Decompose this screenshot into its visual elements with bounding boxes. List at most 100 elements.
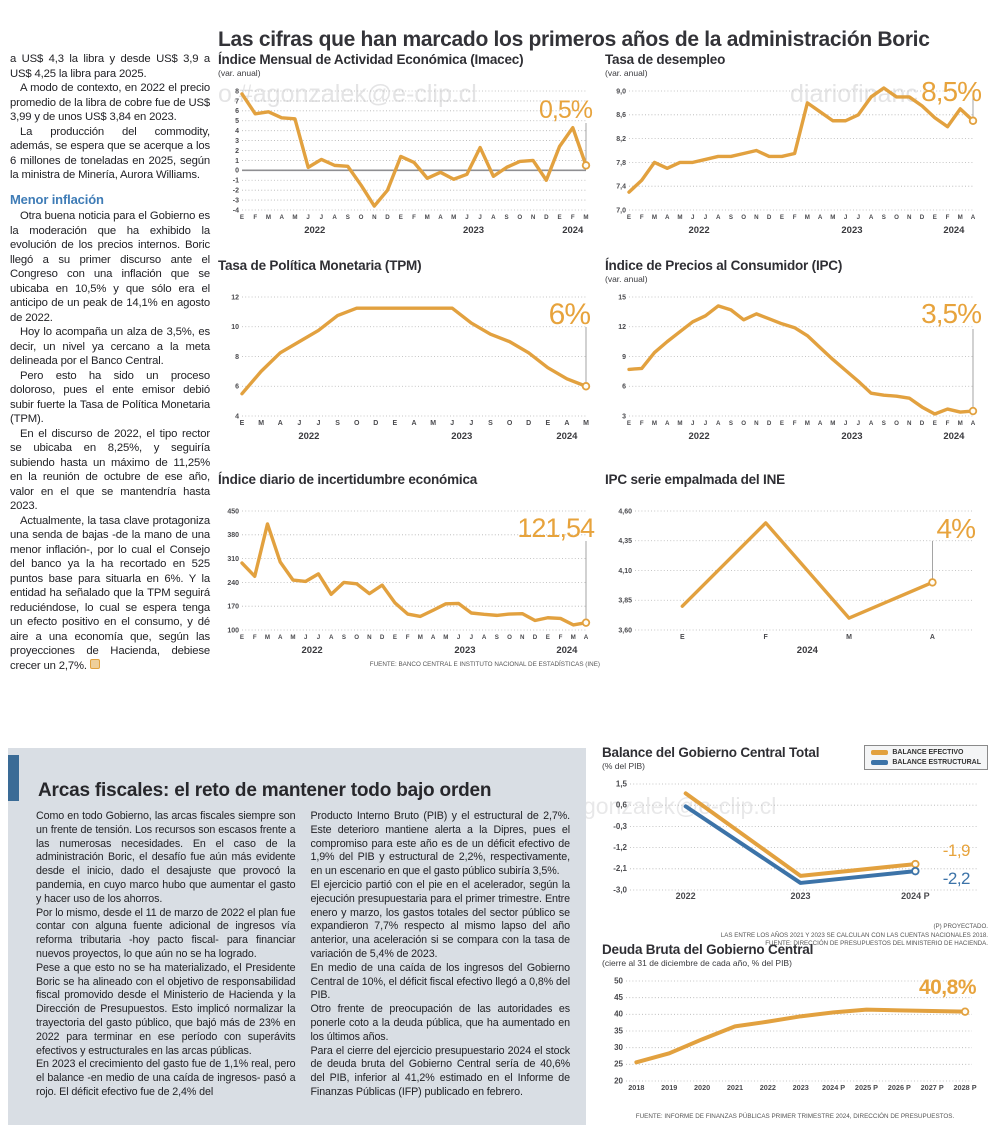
svg-text:A: A xyxy=(438,214,443,221)
svg-text:J: J xyxy=(844,420,848,427)
svg-text:E: E xyxy=(240,214,244,221)
svg-text:S: S xyxy=(495,634,499,641)
svg-text:0: 0 xyxy=(235,168,239,175)
svg-text:A: A xyxy=(411,420,416,427)
svg-text:O: O xyxy=(894,214,899,221)
svg-text:M: M xyxy=(583,420,589,427)
deuda-chart-canvas: 50 45 40 35 30 25 20 2018 2019 2020 2021 2022 2023 20… xyxy=(602,973,988,1110)
fiscal-section: Arcas fiscales: el reto de mantener todo… xyxy=(8,748,586,1125)
svg-text:A: A xyxy=(930,634,935,641)
svg-text:20: 20 xyxy=(614,1076,623,1085)
svg-text:2022: 2022 xyxy=(302,645,323,655)
chart-desempleo: Tasa de desempleo (var. anual) 8,5% 9,0 8… xyxy=(605,52,987,240)
latest-value-label: 121,54 xyxy=(517,513,595,543)
svg-text:A: A xyxy=(278,420,283,427)
svg-text:N: N xyxy=(907,420,912,427)
latest-value-label: 4% xyxy=(936,513,976,544)
svg-text:-2: -2 xyxy=(233,188,239,195)
svg-text:2027 P: 2027 P xyxy=(921,1083,944,1092)
svg-text:A: A xyxy=(278,634,283,641)
chart-notes: (P) PROYECTADO. LAS ENTRE LOS AÑOS 2021 … xyxy=(602,923,988,949)
svg-text:2022: 2022 xyxy=(689,431,710,441)
chart-source: FUENTE: BANCO CENTRAL E INSTITUTO NACION… xyxy=(369,661,600,668)
svg-text:12: 12 xyxy=(231,294,239,301)
svg-text:2022: 2022 xyxy=(676,891,696,901)
article-paragraph: a US$ 4,3 la libra y desde US$ 3,9 a US$… xyxy=(10,53,210,80)
svg-text:D: D xyxy=(385,214,390,221)
svg-text:6: 6 xyxy=(235,108,239,115)
svg-text:8,2: 8,2 xyxy=(616,136,626,143)
svg-text:2023: 2023 xyxy=(791,891,811,901)
ipc-empalmada-chart-canvas: 4,60 4,35 4,10 3,85 3,60 E F M A 2024 xyxy=(605,503,987,660)
svg-text:J: J xyxy=(297,420,301,427)
svg-text:M: M xyxy=(430,420,436,427)
svg-text:J: J xyxy=(316,420,320,427)
svg-text:8: 8 xyxy=(235,88,239,95)
svg-text:J: J xyxy=(704,420,708,427)
svg-text:25: 25 xyxy=(614,1060,623,1069)
svg-text:S: S xyxy=(729,214,733,221)
svg-text:J: J xyxy=(306,214,310,221)
chart-title: Índice Mensual de Actividad Económica (I… xyxy=(218,52,524,67)
svg-text:2026 P: 2026 P xyxy=(888,1083,911,1092)
svg-text:-2,1: -2,1 xyxy=(613,864,627,873)
svg-text:310: 310 xyxy=(227,556,239,563)
svg-text:M: M xyxy=(677,420,682,427)
svg-text:D: D xyxy=(544,214,549,221)
article-paragraph: Otra buena noticia para el Gobierno es l… xyxy=(10,210,210,324)
chart-note: (P) PROYECTADO. xyxy=(933,923,988,930)
svg-text:F: F xyxy=(253,634,257,641)
svg-text:M: M xyxy=(258,420,264,427)
svg-text:F: F xyxy=(406,634,410,641)
svg-text:E: E xyxy=(240,420,245,427)
svg-text:M: M xyxy=(425,214,430,221)
svg-text:J: J xyxy=(457,634,461,641)
page-title: Las cifras que han marcado los primeros … xyxy=(218,28,930,52)
svg-text:450: 450 xyxy=(227,508,239,515)
svg-text:2023: 2023 xyxy=(454,645,475,655)
svg-text:380: 380 xyxy=(227,532,239,539)
svg-text:S: S xyxy=(729,420,733,427)
svg-text:A: A xyxy=(279,214,284,221)
svg-text:-4: -4 xyxy=(233,207,239,214)
fiscal-paragraph: Producto Interno Bruto (PIB) y el estruc… xyxy=(310,810,571,878)
svg-text:-1: -1 xyxy=(233,178,239,185)
svg-text:2023: 2023 xyxy=(793,1083,809,1092)
svg-text:12: 12 xyxy=(618,324,626,331)
svg-text:E: E xyxy=(627,214,631,221)
incertidumbre-chart-canvas: 450 380 310 240 170 100 E F M A M J J A S O N D E F M A M J J A S O… xyxy=(218,503,600,660)
section-accent-bar xyxy=(8,755,19,801)
svg-text:A: A xyxy=(564,420,569,427)
svg-text:N: N xyxy=(531,214,536,221)
svg-text:9: 9 xyxy=(622,354,626,361)
svg-text:N: N xyxy=(367,634,372,641)
tpm-chart-canvas: 12 10 8 6 4 E M A J J S O D E A M J J S O D E A M 2022 2023 2024 xyxy=(218,289,600,446)
chart-subtitle xyxy=(605,488,987,500)
svg-text:3: 3 xyxy=(622,413,626,420)
svg-text:2024: 2024 xyxy=(556,431,578,441)
balance-estructural-value: -2,2 xyxy=(942,869,971,888)
svg-text:M: M xyxy=(583,214,588,221)
chart-subtitle: (cierre al 31 de diciembre de cada año, … xyxy=(602,958,792,968)
svg-text:J: J xyxy=(304,634,308,641)
svg-text:D: D xyxy=(373,420,378,427)
svg-text:3: 3 xyxy=(235,138,239,145)
fiscal-column-2: Producto Interno Bruto (PIB) y el estruc… xyxy=(311,810,571,1100)
svg-text:E: E xyxy=(240,634,244,641)
article-paragraph: En el discurso de 2022, el tipo rector s… xyxy=(10,427,210,513)
svg-text:J: J xyxy=(465,214,469,221)
svg-text:D: D xyxy=(526,420,531,427)
left-article-column: a US$ 4,3 la libra y desde US$ 3,9 a US$… xyxy=(10,52,210,673)
svg-text:F: F xyxy=(559,634,563,641)
fiscal-paragraph: El ejercicio partió con el pie en el ace… xyxy=(310,878,571,960)
svg-text:D: D xyxy=(380,634,385,641)
svg-text:-0,3: -0,3 xyxy=(613,822,627,831)
svg-text:2022: 2022 xyxy=(298,431,319,441)
chart-note: LAS ENTRE LOS AÑOS 2021 Y 2023 SE CALCUL… xyxy=(720,931,988,939)
svg-text:5: 5 xyxy=(235,118,239,125)
chart-incertidumbre: Índice diario de incertidumbre económica… xyxy=(218,472,600,668)
svg-text:M: M xyxy=(958,420,963,427)
fiscal-paragraph: Como en todo Gobierno, las arcas fiscale… xyxy=(36,810,296,905)
svg-text:2024 P: 2024 P xyxy=(822,1083,845,1092)
svg-text:E: E xyxy=(780,420,784,427)
